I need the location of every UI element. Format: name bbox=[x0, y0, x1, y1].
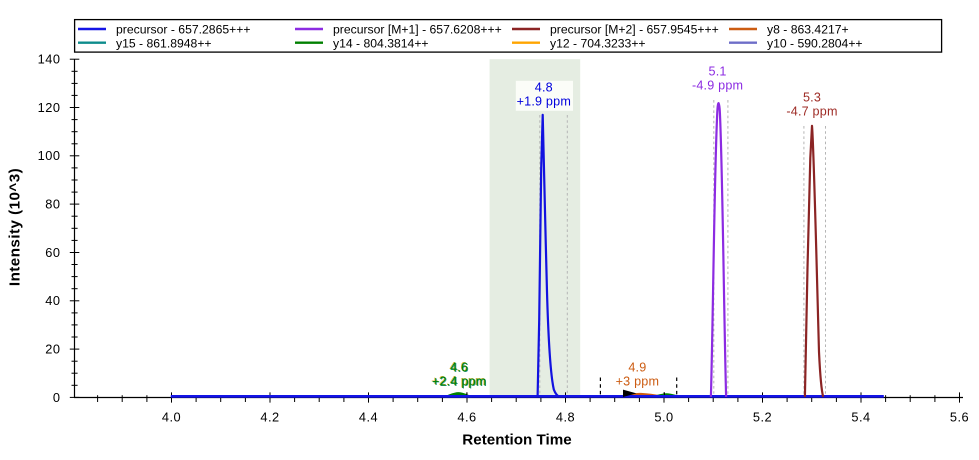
svg-text:y14 - 804.3814++: y14 - 804.3814++ bbox=[333, 36, 429, 50]
svg-text:4.6: 4.6 bbox=[457, 410, 476, 425]
svg-text:40: 40 bbox=[45, 293, 60, 308]
svg-text:5.1: 5.1 bbox=[709, 64, 727, 78]
svg-text:5.2: 5.2 bbox=[753, 410, 772, 425]
svg-text:y10 - 590.2804++: y10 - 590.2804++ bbox=[767, 36, 863, 50]
svg-text:120: 120 bbox=[38, 100, 61, 115]
svg-text:4.6: 4.6 bbox=[449, 360, 467, 374]
svg-text:5.3: 5.3 bbox=[803, 91, 821, 105]
svg-text:5.0: 5.0 bbox=[654, 410, 673, 425]
svg-text:4.0: 4.0 bbox=[162, 410, 181, 425]
svg-text:+2.4 ppm: +2.4 ppm bbox=[431, 374, 485, 388]
svg-text:+2.4 ppm: +2.4 ppm bbox=[433, 375, 487, 389]
svg-text:4.8: 4.8 bbox=[535, 80, 553, 94]
svg-text:+3 ppm: +3 ppm bbox=[616, 375, 660, 389]
svg-text:y15 - 861.8948++: y15 - 861.8948++ bbox=[116, 36, 212, 50]
svg-text:precursor [M+2] - 657.9545+++: precursor [M+2] - 657.9545+++ bbox=[550, 23, 719, 37]
svg-text:100: 100 bbox=[38, 148, 61, 163]
svg-text:0: 0 bbox=[53, 390, 61, 405]
svg-text:4.4: 4.4 bbox=[359, 410, 378, 425]
svg-text:precursor - 657.2865+++: precursor - 657.2865+++ bbox=[116, 23, 251, 37]
svg-text:20: 20 bbox=[45, 342, 60, 357]
svg-text:y12 - 704.3233++: y12 - 704.3233++ bbox=[550, 36, 646, 50]
svg-text:5.6: 5.6 bbox=[950, 410, 969, 425]
svg-text:80: 80 bbox=[45, 197, 60, 212]
svg-text:+2.4 ppm: +2.4 ppm bbox=[432, 375, 486, 389]
svg-text:4.8: 4.8 bbox=[556, 410, 575, 425]
svg-text:60: 60 bbox=[45, 245, 60, 260]
svg-text:4.6: 4.6 bbox=[451, 361, 469, 375]
svg-text:+1.9 ppm: +1.9 ppm bbox=[517, 94, 571, 108]
svg-text:Retention Time: Retention Time bbox=[462, 432, 571, 449]
svg-text:140: 140 bbox=[38, 52, 61, 67]
svg-text:-4.9 ppm: -4.9 ppm bbox=[692, 78, 743, 92]
svg-text:Intensity (10^3): Intensity (10^3) bbox=[7, 168, 24, 286]
svg-text:4.9: 4.9 bbox=[628, 361, 646, 375]
svg-text:precursor [M+1] - 657.6208+++: precursor [M+1] - 657.6208+++ bbox=[333, 23, 502, 37]
svg-text:4.6: 4.6 bbox=[450, 361, 468, 375]
svg-text:4.2: 4.2 bbox=[260, 410, 279, 425]
svg-text:y8 - 863.4217+: y8 - 863.4217+ bbox=[767, 23, 849, 37]
svg-text:-4.7 ppm: -4.7 ppm bbox=[786, 105, 837, 119]
svg-text:5.4: 5.4 bbox=[851, 410, 870, 425]
